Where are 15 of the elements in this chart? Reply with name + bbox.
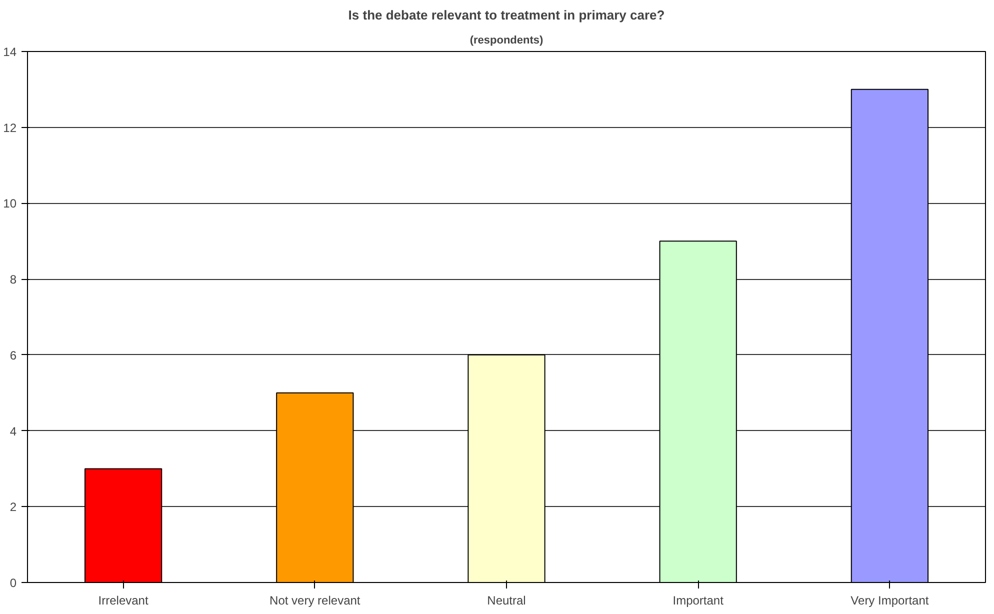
- y-tick-label: 8: [10, 272, 17, 287]
- y-tick-label: 6: [10, 348, 17, 362]
- y-tick-label: 14: [3, 45, 17, 59]
- y-tick-label: 4: [10, 424, 17, 438]
- x-tick-label: Irrelevant: [98, 594, 149, 608]
- x-tick-label: Neutral: [487, 594, 526, 608]
- x-tick-label: Not very relevant: [270, 594, 361, 608]
- y-tick-label: 12: [3, 120, 17, 135]
- chart-subtitle: (respondents): [470, 34, 544, 46]
- chart-title: Is the debate relevant to treatment in primary care?: [348, 8, 665, 22]
- x-tick-label: Important: [672, 594, 724, 608]
- y-tick-label: 10: [3, 196, 17, 211]
- y-tick-label: 2: [10, 500, 17, 514]
- x-tick-label: Very Important: [850, 594, 930, 608]
- y-tick-label: 0: [10, 576, 17, 590]
